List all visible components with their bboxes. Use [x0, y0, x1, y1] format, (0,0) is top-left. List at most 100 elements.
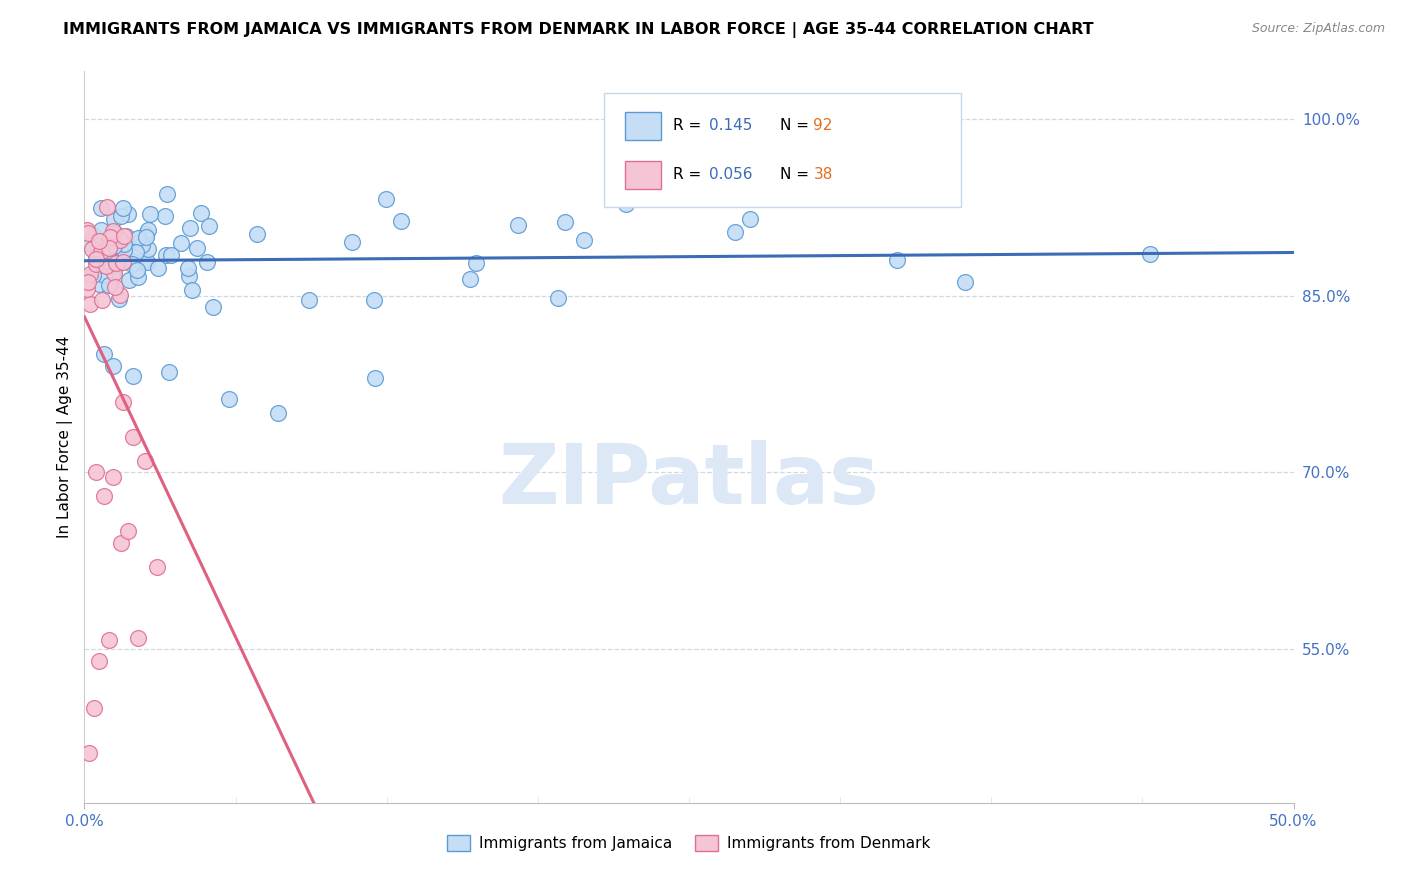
Point [93, 268, 115, 283]
FancyBboxPatch shape [624, 161, 661, 188]
Text: Source: ZipAtlas.com: Source: ZipAtlas.com [1251, 22, 1385, 36]
Point [98, 233, 121, 247]
Point [374, 192, 396, 206]
Point [103, 359, 125, 374]
Point [103, 224, 125, 238]
Point [340, 235, 363, 249]
Point [90, 223, 112, 237]
Point [104, 258, 127, 272]
Point [77, 746, 100, 760]
Point [363, 293, 385, 307]
Point [103, 226, 125, 240]
Point [121, 368, 143, 383]
Point [117, 253, 139, 268]
Point [96, 253, 118, 268]
Point [108, 288, 131, 302]
Point [156, 187, 179, 202]
Point [76, 223, 98, 237]
Point [614, 196, 637, 211]
Point [117, 524, 139, 539]
Point [112, 229, 135, 244]
Text: IMMIGRANTS FROM JAMAICA VS IMMIGRANTS FROM DENMARK IN LABOR FORCE | AGE 35-44 CO: IMMIGRANTS FROM JAMAICA VS IMMIGRANTS FR… [63, 22, 1094, 38]
Point [218, 392, 240, 407]
Point [131, 238, 153, 252]
Point [155, 248, 177, 262]
Point [93, 347, 115, 361]
Point [93, 244, 115, 258]
Point [955, 275, 977, 289]
Point [186, 241, 208, 255]
Point [79, 268, 101, 282]
Point [115, 228, 138, 243]
Point [195, 255, 218, 269]
Text: R =: R = [673, 167, 706, 182]
Point [103, 228, 125, 243]
Point [177, 261, 200, 276]
Point [79, 297, 101, 311]
Point [267, 407, 290, 421]
Point [135, 227, 157, 241]
Point [170, 235, 193, 250]
Point [138, 207, 160, 221]
Point [572, 233, 595, 247]
Point [100, 277, 122, 291]
Point [96, 200, 118, 214]
Point [103, 266, 125, 280]
Text: 0.145: 0.145 [710, 119, 752, 134]
Point [138, 242, 160, 256]
Point [740, 211, 762, 226]
Point [202, 300, 225, 314]
Point [136, 223, 159, 237]
Point [458, 271, 481, 285]
Point [94, 252, 117, 266]
Point [91, 293, 114, 308]
Point [98, 229, 121, 244]
Point [153, 209, 176, 223]
Point [118, 273, 141, 287]
Point [104, 280, 127, 294]
Y-axis label: In Labor Force | Age 35-44: In Labor Force | Age 35-44 [58, 336, 73, 538]
Point [135, 229, 157, 244]
Point [160, 248, 183, 262]
Point [389, 214, 412, 228]
Text: 0.056: 0.056 [710, 167, 754, 182]
Point [127, 270, 149, 285]
Point [77, 275, 100, 289]
Text: R =: R = [673, 119, 706, 134]
Point [111, 237, 134, 252]
Point [121, 235, 143, 250]
Point [111, 255, 134, 269]
Legend: Immigrants from Jamaica, Immigrants from Denmark: Immigrants from Jamaica, Immigrants from… [441, 830, 936, 857]
Point [87, 654, 110, 668]
Point [103, 470, 125, 484]
Point [105, 256, 128, 270]
Point [181, 284, 204, 298]
Point [148, 260, 170, 275]
Point [83, 229, 105, 244]
Text: N =: N = [780, 119, 814, 134]
Point [105, 256, 128, 270]
Point [146, 559, 169, 574]
Point [246, 227, 269, 241]
Point [117, 207, 139, 221]
Point [547, 292, 569, 306]
Point [114, 243, 136, 257]
Point [108, 233, 131, 247]
Point [108, 292, 131, 306]
Point [724, 225, 747, 239]
Point [103, 212, 125, 227]
Text: N =: N = [780, 167, 814, 182]
Point [131, 253, 153, 268]
Point [110, 536, 132, 550]
Point [83, 701, 105, 715]
Point [508, 219, 530, 233]
Point [112, 201, 135, 215]
Point [89, 235, 111, 249]
Point [112, 394, 135, 409]
Point [82, 268, 104, 282]
Point [82, 232, 104, 246]
Point [122, 253, 145, 268]
Point [136, 255, 159, 269]
Point [363, 371, 385, 385]
Point [121, 430, 143, 444]
